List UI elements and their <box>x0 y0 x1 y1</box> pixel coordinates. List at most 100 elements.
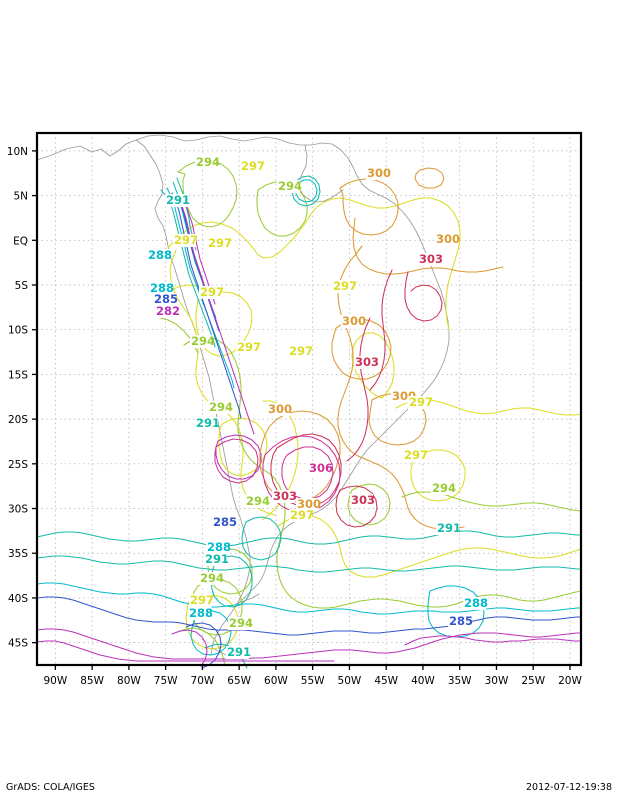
contour-label-backdrop <box>226 646 249 659</box>
contour-label: 297 <box>200 285 224 299</box>
axis-tick-labels: 90W 85W 80W 75W 70W 65W 60W 55W 50W 45W 40W 35W 30W 2… <box>7 146 583 687</box>
contour-label-backdrop <box>189 594 212 607</box>
contour-label-backdrop <box>212 516 235 529</box>
contour-label: 297 <box>190 593 214 607</box>
contour-label: 294 <box>200 571 224 585</box>
contour-label-backdrop <box>153 293 176 306</box>
contour-label: 294 <box>432 481 456 495</box>
contour-label: 285 <box>213 515 237 529</box>
y-axis-label-15S: 15S <box>8 369 28 381</box>
contour-label: 300 <box>367 166 391 180</box>
plot-frame <box>35 131 583 667</box>
contour-label: 288 <box>150 281 174 295</box>
x-axis-label-65W: 65W <box>227 675 251 687</box>
contour-label-backdrop <box>272 490 295 503</box>
contour-label: 297 <box>404 448 428 462</box>
contour-label: 303 <box>419 252 443 266</box>
y-axis-label-10S: 10S <box>8 325 28 337</box>
contour-label: 300 <box>436 232 460 246</box>
contour-label: 297 <box>208 236 232 250</box>
contour-label: 303 <box>273 489 297 503</box>
contour-label-backdrop <box>206 541 229 554</box>
contour-label-backdrop <box>448 615 471 628</box>
contour-label-backdrop <box>149 282 172 295</box>
contour-label-backdrop <box>341 315 364 328</box>
y-axis-label-30S: 30S <box>8 504 28 516</box>
contour-label-backdrop <box>418 253 441 266</box>
coastlines <box>36 134 450 657</box>
y-axis-label-20S: 20S <box>8 414 28 426</box>
contour-label-backdrop <box>195 156 218 169</box>
contour-label: 291 <box>166 193 190 207</box>
contour-label: 303 <box>355 355 379 369</box>
contour-label: 300 <box>268 402 292 416</box>
contour-label-backdrop <box>296 498 319 511</box>
contour-label: 294 <box>278 179 302 193</box>
contour-label: 282 <box>156 304 180 318</box>
y-axis-label-25S: 25S <box>8 459 28 471</box>
contour-label-backdrop <box>288 345 311 358</box>
contour-label-backdrop <box>195 417 218 430</box>
y-axis-label-35S: 35S <box>8 548 28 560</box>
contour-label-backdrop <box>366 167 389 180</box>
contour-label-backdrop <box>147 249 170 262</box>
contour-label-backdrop <box>199 572 222 585</box>
contour-label-backdrop <box>228 617 251 630</box>
x-axis-label-80W: 80W <box>117 675 141 687</box>
contour-label: 291 <box>196 416 220 430</box>
x-axis-label-60W: 60W <box>264 675 288 687</box>
contour-label: 300 <box>297 497 321 511</box>
y-axis-label-10N: 10N <box>7 146 28 158</box>
contour-label: 288 <box>189 606 213 620</box>
x-axis-label-90W: 90W <box>44 675 68 687</box>
contour-label-backdrop <box>207 237 230 250</box>
contour-label: 291 <box>227 645 251 659</box>
contour-label-backdrop <box>267 403 290 416</box>
x-axis-label-45W: 45W <box>374 675 398 687</box>
contour-label: 297 <box>237 340 261 354</box>
contour-label-backdrop <box>354 356 377 369</box>
contour-label: 300 <box>342 314 366 328</box>
contour-label-backdrop <box>188 607 211 620</box>
contour-label: 288 <box>148 248 172 262</box>
contour-label: 297 <box>174 233 198 247</box>
contour-label: 297 <box>289 344 313 358</box>
x-axis-label-20W: 20W <box>558 675 582 687</box>
contour-label-backdrop <box>236 341 259 354</box>
contour-label: 294 <box>209 400 233 414</box>
contour-label-backdrop <box>332 280 355 293</box>
contour-label-backdrop <box>245 495 268 508</box>
contour-label-backdrop <box>277 180 300 193</box>
x-axis-label-50W: 50W <box>338 675 362 687</box>
contour-label-backdrop <box>165 194 188 207</box>
contour-label-backdrop <box>463 597 486 610</box>
contour-label-backdrop <box>403 449 426 462</box>
contour-label: 291 <box>437 521 461 535</box>
software-credit: GrADS: COLA/IGES <box>6 782 95 793</box>
contour-label: 288 <box>207 540 231 554</box>
contour-label: 306 <box>309 461 333 475</box>
contour-label: 297 <box>241 159 265 173</box>
y-axis-label-45S: 45S <box>8 638 28 650</box>
contour-label-backdrop <box>436 522 459 535</box>
x-axis-label-25W: 25W <box>521 675 545 687</box>
y-axis-label-5S: 5S <box>15 280 29 292</box>
contour-label-backdrop <box>240 160 263 173</box>
y-axis-label-EQ: EQ <box>13 235 28 247</box>
x-axis-label-85W: 85W <box>80 675 104 687</box>
contour-label-backdrop <box>289 509 312 522</box>
x-axis-label-40W: 40W <box>411 675 435 687</box>
contour-label-backdrop <box>204 553 227 566</box>
contour-label-backdrop <box>435 233 458 246</box>
timestamp-label: 2012-07-12-19:38 <box>526 782 612 793</box>
contour-label: 294 <box>246 494 270 508</box>
contour-label-backdrop <box>208 401 231 414</box>
contour-label: 291 <box>205 552 229 566</box>
contour-label-backdrop <box>431 482 454 495</box>
contour-label-backdrop <box>350 494 373 507</box>
contour-label: 294 <box>229 616 253 630</box>
contour-label-backdrop <box>173 234 196 247</box>
contour-label-backdrop <box>408 396 431 409</box>
